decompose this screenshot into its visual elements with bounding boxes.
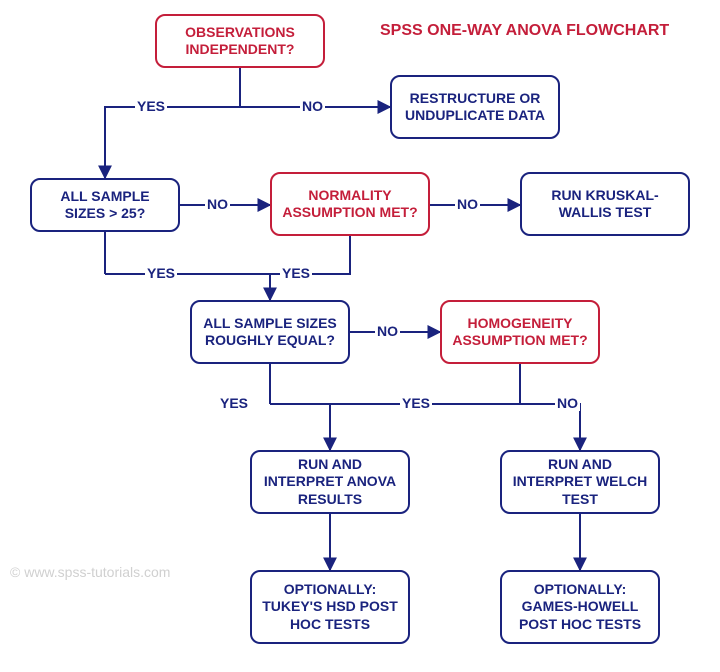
edge-label-homog-yes: YES: [400, 395, 432, 411]
node-sizes_equal: ALL SAMPLE SIZES ROUGHLY EQUAL?: [190, 300, 350, 364]
flowchart-canvas: SPSS ONE-WAY ANOVA FLOWCHART © www.spss-…: [0, 0, 720, 672]
edge-label-normality-yes: YES: [280, 265, 312, 281]
edge-label-sizes25-yes: YES: [145, 265, 177, 281]
node-restructure: RESTRUCTURE OR UNDUPLICATE DATA: [390, 75, 560, 139]
node-homogeneity: HOMOGENEITY ASSUMPTION MET?: [440, 300, 600, 364]
edge-label-obs-yes: YES: [135, 98, 167, 114]
node-games: OPTIONALLY: GAMES-HOWELL POST HOC TESTS: [500, 570, 660, 644]
node-anova: RUN AND INTERPRET ANOVA RESULTS: [250, 450, 410, 514]
edge-label-obs-no: NO: [300, 98, 325, 114]
node-sizes25: ALL SAMPLE SIZES > 25?: [30, 178, 180, 232]
chart-title: SPSS ONE-WAY ANOVA FLOWCHART: [380, 22, 669, 40]
edge-label-homog-no: NO: [555, 395, 580, 411]
edge-label-normality-no: NO: [455, 196, 480, 212]
edge-sizeseq-yes: [270, 404, 330, 450]
edge-label-sizeseq-no: NO: [375, 323, 400, 339]
node-welch: RUN AND INTERPRET WELCH TEST: [500, 450, 660, 514]
node-kruskal: RUN KRUSKAL-WALLIS TEST: [520, 172, 690, 236]
edge-obs-yes: [105, 107, 240, 178]
edge-label-sizeseq-yes: YES: [218, 395, 250, 411]
node-tukey: OPTIONALLY: TUKEY'S HSD POST HOC TESTS: [250, 570, 410, 644]
watermark: © www.spss-tutorials.com: [10, 564, 170, 580]
node-obs_indep: OBSERVATIONS INDEPENDENT?: [155, 14, 325, 68]
edge-label-sizes25-no: NO: [205, 196, 230, 212]
node-normality: NORMALITY ASSUMPTION MET?: [270, 172, 430, 236]
edge-sizes25-yes: [105, 274, 270, 300]
